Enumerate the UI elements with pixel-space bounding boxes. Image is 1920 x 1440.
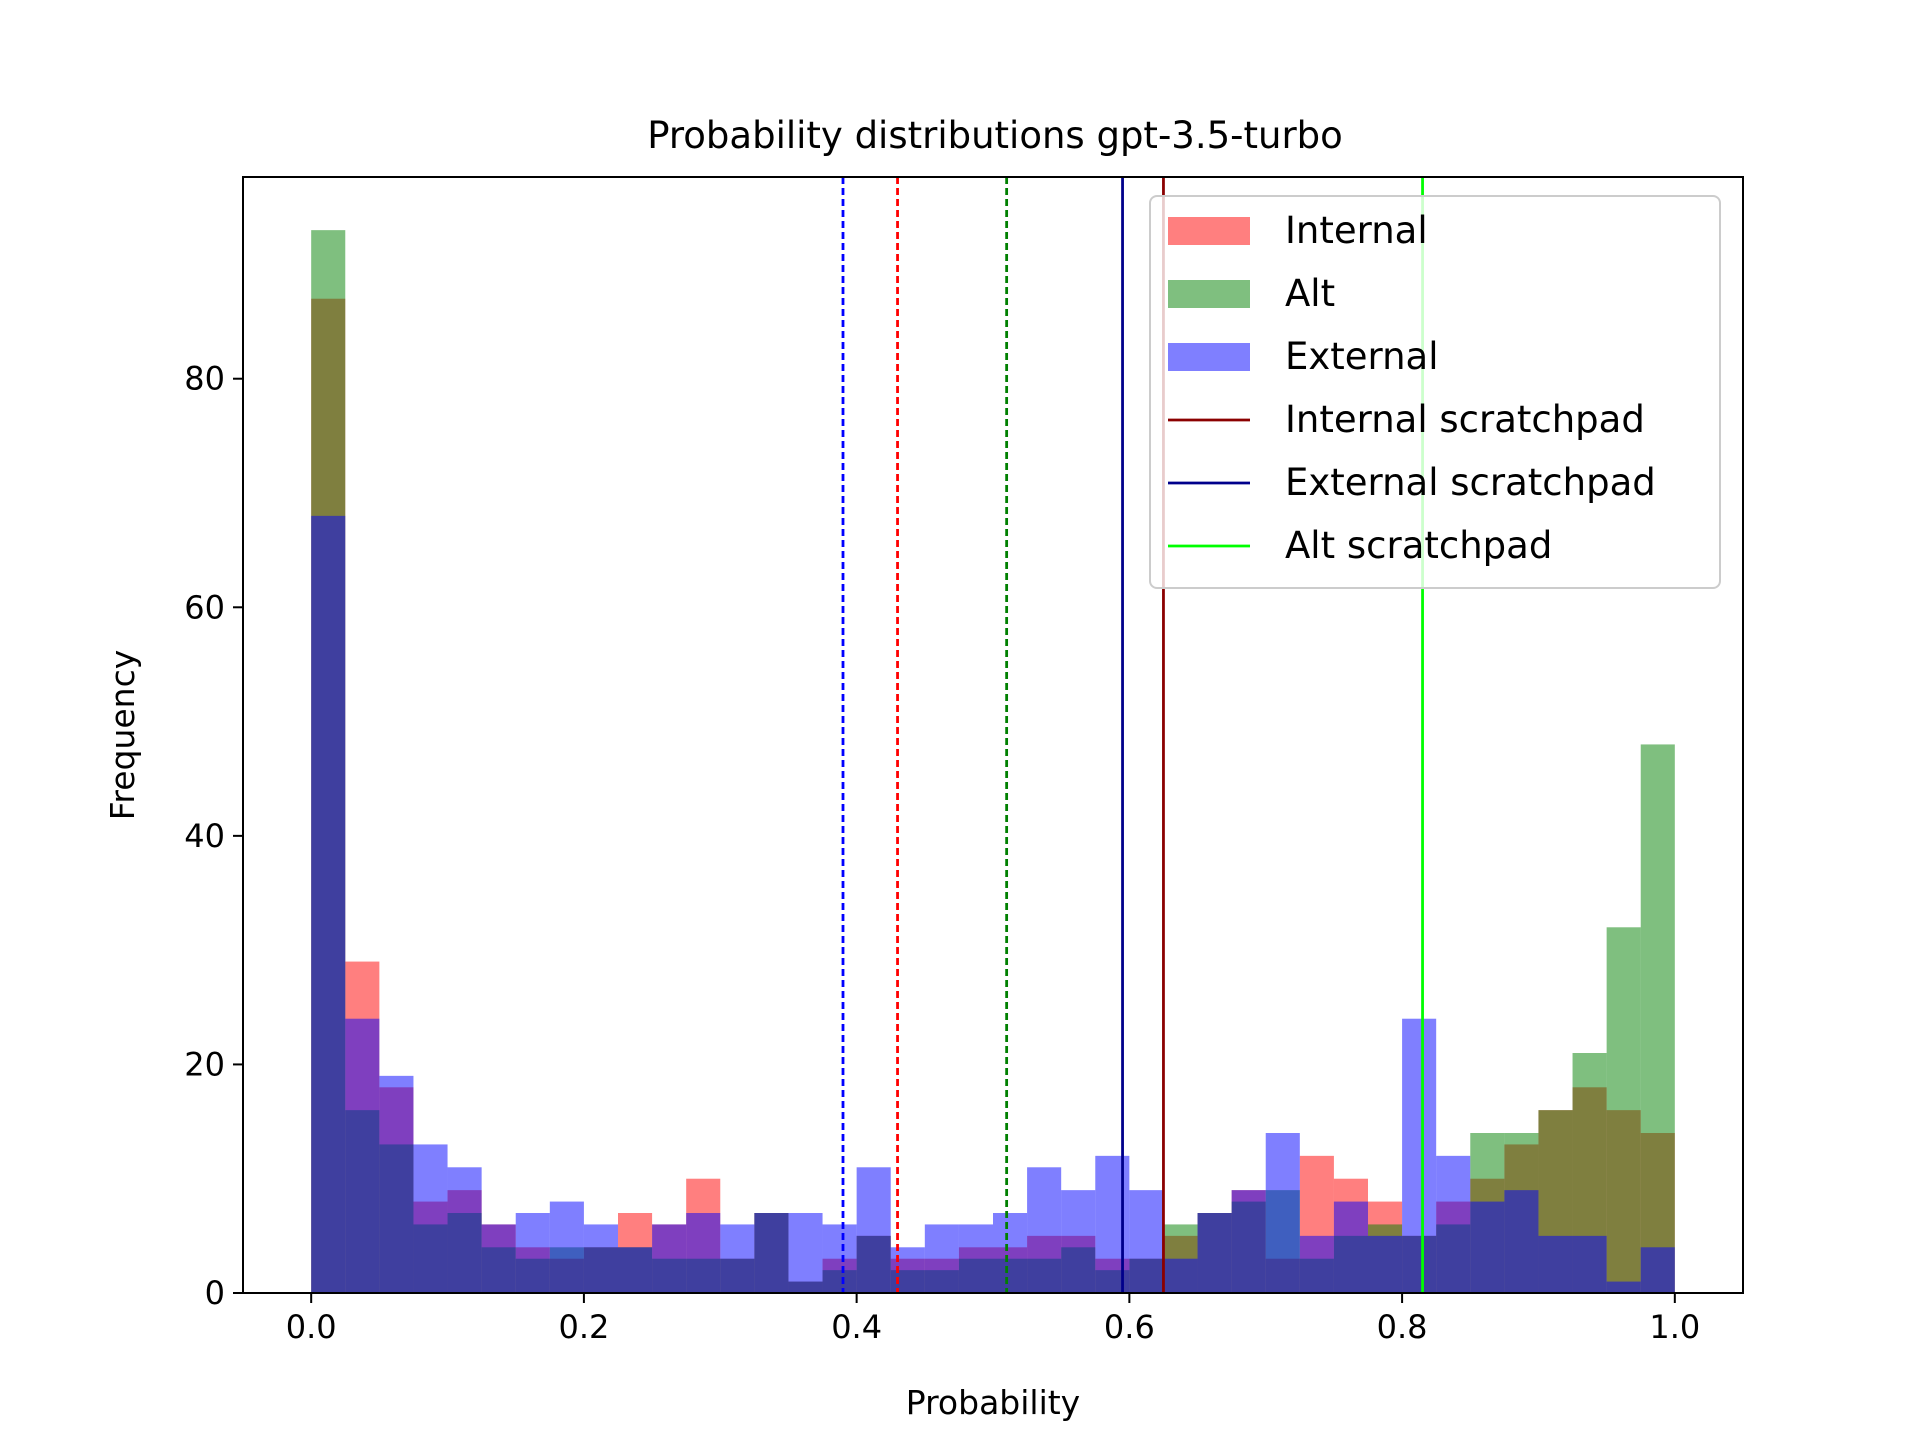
y-tick-label: 0	[205, 1274, 225, 1312]
legend-label-external-scratchpad: External scratchpad	[1285, 461, 1656, 504]
x-tick-label: 0.4	[831, 1308, 882, 1346]
y-tick-label: 40	[184, 817, 225, 855]
x-tick-label: 0.6	[1104, 1308, 1155, 1346]
y-axis-ticks: 0 20 40 60 80	[184, 360, 243, 1312]
bar-external-28	[1265, 1133, 1300, 1293]
bar-external-23	[1095, 1155, 1130, 1293]
bar-external-9	[618, 1247, 653, 1293]
x-tick-label: 1.0	[1649, 1308, 1700, 1346]
bar-external-16	[856, 1167, 891, 1293]
legend-label-alt-scratchpad: Alt scratchpad	[1285, 524, 1552, 567]
y-tick-label: 60	[184, 588, 225, 626]
bar-external-29	[1299, 1235, 1334, 1293]
x-tick-label: 0.8	[1377, 1308, 1428, 1346]
legend-items: Internal Alt External Internal scratchpad Ex…	[1168, 209, 1656, 567]
x-tick-label: 0.0	[286, 1308, 337, 1346]
series-external	[311, 515, 1675, 1293]
x-axis-ticks: 0.0 0.2 0.4 0.6 0.8 1.0	[286, 1293, 1700, 1346]
bar-external-36	[1538, 1235, 1573, 1293]
bar-external-11	[686, 1213, 721, 1293]
bar-external-13	[754, 1213, 789, 1293]
bar-external-21	[1027, 1167, 1062, 1293]
x-axis-label: Probability	[906, 1383, 1080, 1422]
bar-external-4	[447, 1167, 482, 1293]
plot-area-frame	[242, 176, 1744, 1294]
legend-swatch-internal	[1168, 217, 1250, 245]
bar-external-37	[1572, 1235, 1607, 1293]
bar-external-15	[822, 1224, 857, 1293]
y-tick-label: 20	[184, 1045, 225, 1083]
bar-external-25	[1163, 1258, 1198, 1293]
legend-label-external: External	[1285, 335, 1439, 378]
bar-external-22	[1061, 1190, 1096, 1293]
bar-external-39	[1640, 1247, 1675, 1293]
bar-external-12	[720, 1224, 755, 1293]
legend-label-alt: Alt	[1285, 272, 1335, 315]
bar-external-1	[345, 1018, 380, 1293]
bar-external-20	[993, 1213, 1028, 1293]
bar-external-33	[1436, 1155, 1471, 1293]
bar-external-2	[379, 1075, 414, 1293]
bar-external-17	[890, 1247, 925, 1293]
bar-external-6	[515, 1213, 550, 1293]
bar-external-19	[958, 1224, 993, 1293]
bar-external-27	[1231, 1190, 1266, 1293]
bar-external-8	[583, 1224, 618, 1293]
bar-external-24	[1129, 1190, 1164, 1293]
bar-external-35	[1504, 1190, 1539, 1293]
bar-external-5	[481, 1224, 516, 1293]
bar-external-34	[1470, 1201, 1505, 1293]
bar-external-14	[788, 1213, 823, 1293]
bar-external-38	[1606, 1281, 1641, 1293]
bar-external-10	[652, 1224, 687, 1293]
bar-external-3	[413, 1144, 448, 1293]
bar-external-18	[924, 1224, 959, 1293]
legend: Internal Alt External Internal scratchpad Ex…	[1149, 195, 1721, 589]
bar-external-0	[311, 515, 346, 1293]
bar-external-26	[1197, 1213, 1232, 1293]
chart-title: Probability distributions gpt-3.5-turbo	[647, 114, 1343, 157]
legend-label-internal-scratchpad: Internal scratchpad	[1285, 398, 1645, 441]
legend-swatch-external	[1168, 343, 1250, 371]
legend-label-internal: Internal	[1285, 209, 1428, 252]
bar-external-31	[1368, 1235, 1403, 1293]
legend-swatch-alt	[1168, 280, 1250, 308]
histogram-bars	[311, 230, 1675, 1294]
bar-external-7	[549, 1201, 584, 1293]
bar-external-32	[1402, 1018, 1437, 1293]
bar-alt-39	[1640, 744, 1675, 1293]
x-tick-label: 0.2	[558, 1308, 609, 1346]
y-tick-label: 80	[184, 360, 225, 398]
bar-alt-38	[1606, 927, 1641, 1293]
legend-box	[1149, 195, 1721, 589]
bar-external-30	[1333, 1201, 1368, 1293]
y-axis-label: Frequency	[103, 650, 142, 820]
